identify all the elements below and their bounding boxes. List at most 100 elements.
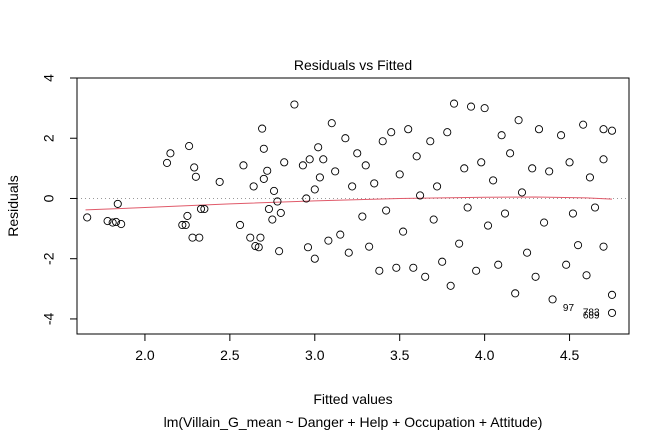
residual-point	[259, 144, 268, 153]
residual-point	[480, 104, 489, 113]
residual-point	[378, 137, 387, 146]
residual-point	[483, 221, 493, 230]
residual-point	[395, 170, 404, 179]
residual-point	[562, 260, 571, 269]
residual-point	[236, 220, 245, 230]
x-tick-label: 3.0	[305, 347, 325, 363]
chart-title: Residuals vs Fitted	[294, 57, 412, 73]
residual-point	[275, 247, 284, 256]
residual-point	[183, 211, 192, 220]
residual-point	[290, 100, 299, 109]
residual-point	[599, 242, 608, 251]
residual-point	[446, 281, 455, 290]
residual-point	[344, 248, 353, 257]
x-tick-label: 2.0	[135, 347, 155, 363]
residual-point	[548, 295, 557, 304]
residual-point	[573, 241, 583, 250]
residual-point	[185, 142, 194, 151]
residual-point	[246, 233, 255, 242]
residual-point	[264, 204, 273, 214]
residual-point	[433, 182, 442, 191]
residual-points	[83, 99, 617, 317]
residual-point	[305, 155, 314, 164]
residual-point	[426, 137, 435, 146]
residual-point	[310, 185, 319, 194]
residual-point	[361, 161, 370, 170]
residual-point	[514, 116, 523, 125]
residual-point	[412, 152, 421, 161]
residual-point	[382, 206, 391, 215]
residual-point	[404, 125, 413, 134]
residual-point	[258, 124, 267, 133]
x-axis: 2.0 2.5 3.0 3.5 4.0 4.5	[135, 333, 580, 363]
residual-point	[585, 173, 594, 182]
residual-point	[269, 186, 279, 195]
loess-smoother-line	[85, 196, 613, 211]
residual-point	[534, 125, 544, 134]
residual-point	[181, 220, 190, 230]
residual-point	[200, 204, 209, 214]
residual-point	[416, 191, 425, 200]
residual-point	[463, 203, 472, 212]
residual-point	[196, 204, 206, 214]
residual-point	[273, 197, 282, 206]
x-tick-label: 3.5	[390, 347, 410, 363]
residual-point	[517, 188, 527, 197]
residual-point	[607, 308, 617, 317]
residual-point	[303, 243, 313, 252]
residual-point	[249, 182, 258, 191]
residual-point	[370, 179, 379, 188]
residual-point	[523, 248, 532, 257]
residual-point	[298, 161, 307, 170]
residual-point	[310, 254, 319, 263]
residual-point	[455, 239, 464, 248]
residual-point	[489, 176, 498, 185]
residual-point	[263, 166, 272, 175]
residual-point	[315, 173, 324, 182]
residual-point	[531, 272, 540, 281]
residual-point	[392, 263, 401, 272]
residual-point	[472, 266, 481, 275]
residual-point	[188, 233, 197, 242]
residual-point	[607, 290, 617, 299]
residual-point	[195, 233, 204, 242]
residual-point	[319, 155, 328, 164]
residual-point	[365, 242, 374, 251]
x-tick-label: 4.0	[475, 347, 495, 363]
residual-point	[443, 128, 452, 137]
residual-point	[494, 260, 503, 269]
x-tick-label: 4.5	[560, 347, 580, 363]
residual-point	[375, 266, 384, 275]
residual-point	[327, 119, 336, 128]
y-axis: -4 -2 0 2 4	[41, 74, 78, 325]
residual-point	[506, 149, 515, 158]
residual-point	[545, 167, 554, 176]
residual-point	[599, 155, 608, 164]
residual-point	[256, 233, 265, 242]
residual-point	[348, 182, 357, 191]
residual-point	[460, 164, 469, 173]
residual-point	[112, 217, 121, 227]
residual-point	[331, 167, 340, 176]
residual-point	[399, 227, 408, 236]
outlier-label: 783	[583, 307, 600, 318]
residual-point	[190, 163, 199, 172]
residual-point	[421, 272, 430, 281]
x-tick-label: 2.5	[220, 347, 240, 363]
residual-point	[117, 220, 126, 229]
residual-point	[314, 143, 323, 152]
residual-point	[429, 215, 438, 224]
residual-point	[528, 164, 537, 173]
residual-point	[83, 213, 92, 222]
y-axis-label: Residuals	[5, 175, 21, 236]
residual-point	[466, 102, 476, 111]
residual-point	[438, 257, 447, 266]
residual-point	[450, 99, 459, 108]
residual-point	[103, 217, 112, 226]
residual-point	[497, 131, 506, 140]
residual-point	[166, 149, 175, 158]
residual-point	[358, 212, 367, 221]
residual-point	[599, 125, 608, 134]
outlier-label: 97	[563, 303, 575, 314]
